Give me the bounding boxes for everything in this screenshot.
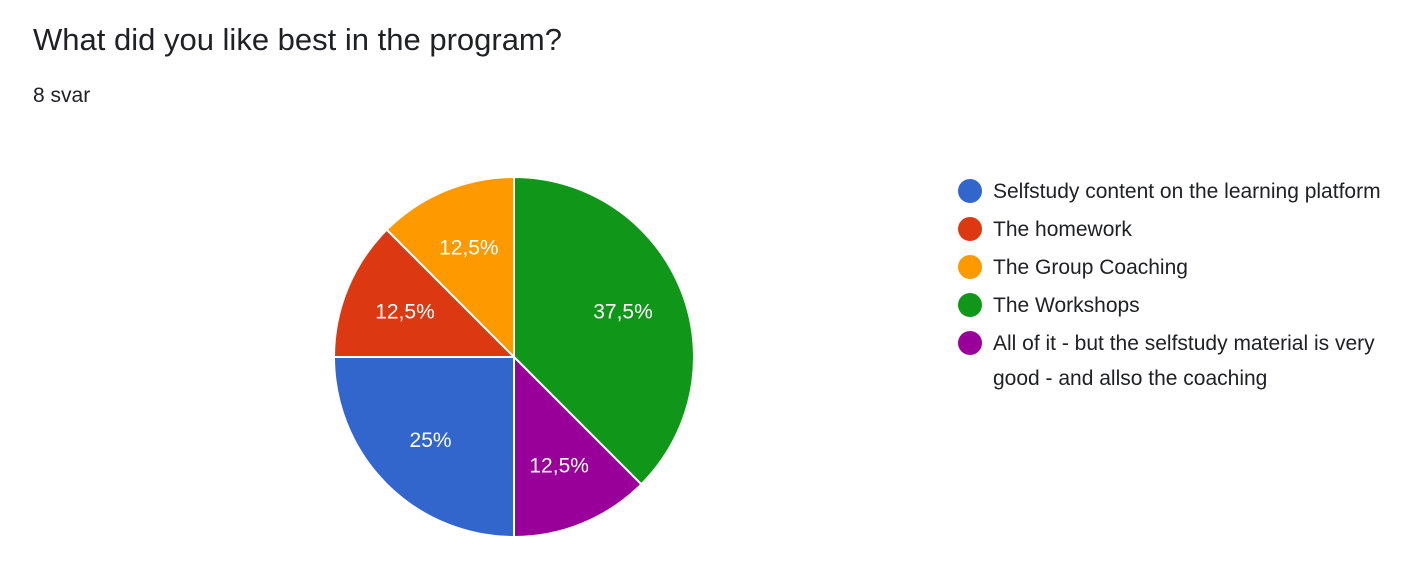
slice-percent-label: 12,5% [439, 236, 499, 259]
legend-swatch-icon [958, 331, 982, 355]
pie-slice[interactable] [332, 228, 517, 358]
pie-slice[interactable] [513, 354, 643, 539]
chart-legend: Selfstudy content on the learning platfo… [958, 174, 1388, 399]
pie-slice[interactable] [332, 356, 515, 539]
legend-swatch-icon [958, 179, 982, 203]
legend-label: Selfstudy content on the learning platfo… [993, 180, 1381, 203]
legend-item[interactable]: The Workshops [958, 288, 1388, 323]
legend-swatch-icon [958, 217, 982, 241]
response-count: 8 svar [33, 84, 91, 107]
slice-percent-label: 25% [410, 429, 452, 452]
legend-item[interactable]: The homework [958, 212, 1388, 247]
slice-percent-label: 12,5% [529, 455, 589, 478]
pie-slice[interactable] [385, 175, 515, 360]
pie-slice[interactable] [513, 175, 695, 486]
slice-percent-label: 37,5% [593, 300, 653, 323]
legend-label: The Group Coaching [993, 256, 1188, 279]
legend-label: The Workshops [993, 294, 1140, 317]
legend-label: The homework [993, 218, 1132, 241]
legend-item[interactable]: All of it - but the selfstudy material i… [958, 326, 1388, 396]
legend-swatch-icon [958, 293, 982, 317]
legend-item[interactable]: Selfstudy content on the learning platfo… [958, 174, 1388, 209]
slice-percent-label: 12,5% [375, 300, 435, 323]
legend-label: All of it - but the selfstudy material i… [993, 332, 1375, 390]
question-title: What did you like best in the program? [33, 22, 562, 57]
legend-item[interactable]: The Group Coaching [958, 250, 1388, 285]
legend-swatch-icon [958, 255, 982, 279]
